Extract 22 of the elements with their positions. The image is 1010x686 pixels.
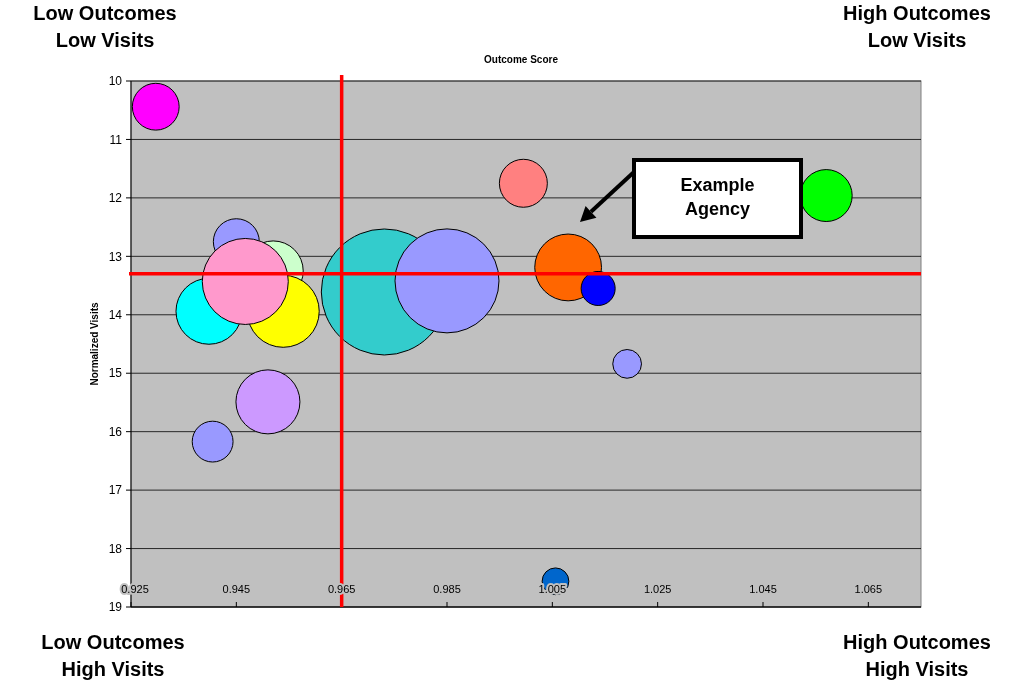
x-tick-label: 1.025 <box>643 583 672 595</box>
y-tick-label: 19 <box>108 600 123 615</box>
x-tick-label: 1.045 <box>749 583 777 595</box>
y-tick-label: 11 <box>109 132 123 147</box>
text: Low Outcomes High Visits <box>41 631 185 680</box>
text: Low Outcomes Low Visits <box>33 2 177 51</box>
x-axis-title: Outcome Score <box>484 54 559 65</box>
y-tick-label: 10 <box>108 74 123 89</box>
y-tick-label: 12 <box>108 191 123 206</box>
y-tick-label: 18 <box>108 541 123 556</box>
y-tick-label: 14 <box>108 307 123 322</box>
x-tick-label: 1.065 <box>854 583 883 595</box>
text: High Outcomes Low Visits <box>843 2 991 51</box>
annotation: Example Agency <box>680 175 755 219</box>
y-tick-label: 16 <box>108 424 123 439</box>
y-tick-label: 15 <box>108 366 123 381</box>
x-tick-label: 0.985 <box>433 583 461 595</box>
y-axis-title: Normalized Visits <box>89 301 100 386</box>
x-tick-label: 0.945 <box>222 583 251 595</box>
y-tick-label: 17 <box>108 483 123 498</box>
text: High Outcomes High Visits <box>843 631 991 680</box>
y-tick-label: 13 <box>108 249 123 264</box>
